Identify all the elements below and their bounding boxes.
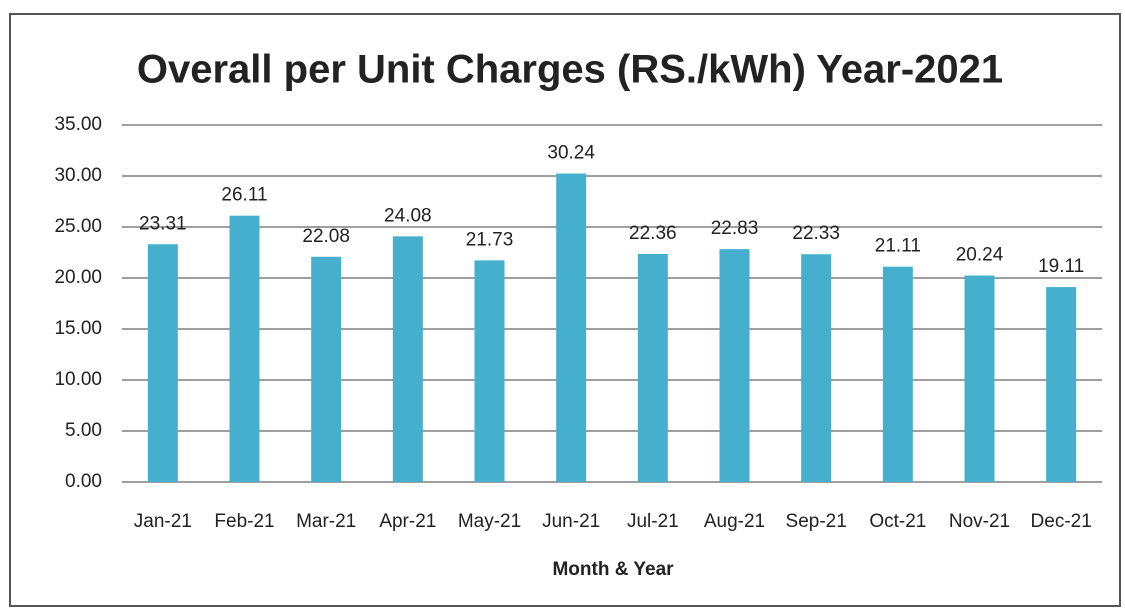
bar [311,256,342,482]
bar [556,173,587,482]
value-label: 21.11 [875,236,921,257]
chart-title: Overall per Unit Charges (RS./kWh) Year-… [137,48,1003,92]
bar [1046,287,1077,482]
y-tick-label: 0.00 [65,471,102,492]
y-tick-label: 35.00 [54,114,102,135]
y-tick-label: 30.00 [54,165,102,186]
value-label: 26.11 [221,185,267,206]
x-tick-label: Jun-21 [542,511,600,532]
y-tick-label: 25.00 [54,216,102,237]
x-tick-label: Jan-21 [134,511,192,532]
x-tick-label: Jul-21 [627,511,679,532]
y-tick-label: 10.00 [54,369,102,390]
x-tick-label: Aug-21 [704,511,765,532]
y-tick-label: 20.00 [54,267,102,288]
x-tick-label: May-21 [458,511,521,532]
value-label: 19.11 [1038,256,1084,277]
x-axis-title: Month & Year [552,559,674,580]
bar [392,236,423,482]
x-tick-label: Apr-21 [379,511,436,532]
value-label: 22.36 [629,223,677,244]
value-label: 20.24 [956,245,1004,266]
x-tick-label: Sep-21 [786,511,847,532]
value-label: 22.83 [711,218,759,239]
chart-border [9,13,1121,607]
bar [882,266,913,482]
bar [719,249,750,482]
bar [229,215,260,483]
bar [474,260,505,482]
x-tick-label: Oct-21 [869,511,926,532]
bar [637,253,668,482]
x-tick-label: Dec-21 [1031,511,1092,532]
x-tick-label: Nov-21 [949,511,1010,532]
x-tick-label: Mar-21 [296,511,356,532]
x-tick-label: Feb-21 [214,511,274,532]
value-label: 22.08 [302,226,350,247]
bar [801,254,832,482]
bar [147,244,178,482]
value-label: 22.33 [792,223,840,244]
y-tick-label: 15.00 [54,318,102,339]
y-tick-label: 5.00 [65,420,102,441]
value-label: 23.31 [139,213,187,234]
value-label: 30.24 [547,143,595,164]
value-label: 21.73 [466,229,514,250]
value-label: 24.08 [384,205,432,226]
bar [964,275,995,482]
